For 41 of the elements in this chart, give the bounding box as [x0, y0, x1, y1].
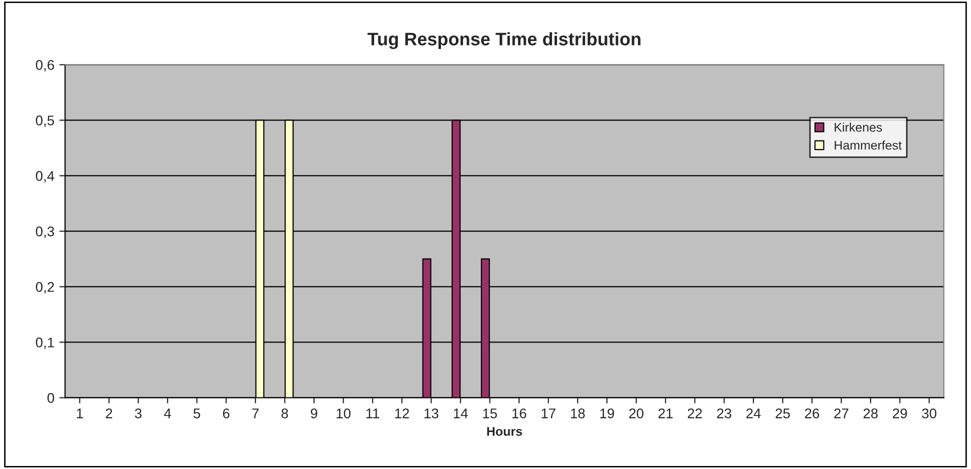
x-tick-label: 17 — [542, 408, 556, 418]
x-tick-label: 19 — [600, 408, 614, 418]
y-tick-label: 0,5 — [36, 116, 54, 128]
x-tick-label: 22 — [688, 408, 702, 418]
x-tick-label: 3 — [134, 408, 142, 418]
x-tick-label: 16 — [512, 408, 526, 418]
x-tick-label: 20 — [629, 408, 644, 418]
x-tick-label: 4 — [164, 408, 172, 418]
y-tick-label: 0,3 — [36, 226, 54, 238]
x-tick-label: 18 — [571, 408, 585, 418]
chart-title: Tug Response Time distribution — [368, 32, 640, 50]
legend-label: Kirkenes — [834, 122, 882, 132]
x-tick-label: 1 — [76, 408, 83, 418]
x-tick-label: 21 — [658, 408, 673, 418]
y-tick-label: 0,2 — [36, 282, 54, 294]
x-tick-label: 10 — [336, 408, 351, 418]
x-tick-label: 5 — [194, 408, 200, 418]
y-tick-label: 0,4 — [36, 171, 54, 183]
x-tick-label: 27 — [834, 408, 848, 418]
x-tick-label: 23 — [717, 408, 732, 418]
x-tick-label: 13 — [424, 408, 438, 418]
x-tick-label: 11 — [366, 408, 380, 418]
x-tick-label: 24 — [746, 408, 761, 418]
x-tick-label: 2 — [106, 408, 112, 418]
x-tick-label: 9 — [310, 408, 318, 418]
x-tick-label: 29 — [892, 408, 907, 418]
x-tick-label: 12 — [395, 408, 409, 418]
x-tick-label: 28 — [864, 408, 878, 418]
legend-label: Hammerfest — [834, 140, 902, 150]
x-axis-title: Hours — [487, 427, 522, 436]
x-tick-label: 15 — [483, 408, 497, 418]
x-tick-label: 6 — [223, 408, 230, 418]
y-tick-label: 0 — [47, 393, 54, 403]
x-tick-label: 30 — [922, 408, 936, 418]
x-tick-label: 14 — [454, 408, 468, 418]
x-tick-label: 8 — [281, 408, 288, 418]
y-tick-label: 0,1 — [36, 338, 54, 350]
y-tick-label: 0,6 — [36, 60, 54, 72]
x-tick-label: 26 — [804, 408, 820, 418]
x-tick-label: 25 — [776, 408, 790, 418]
x-tick-label: 7 — [252, 408, 259, 418]
